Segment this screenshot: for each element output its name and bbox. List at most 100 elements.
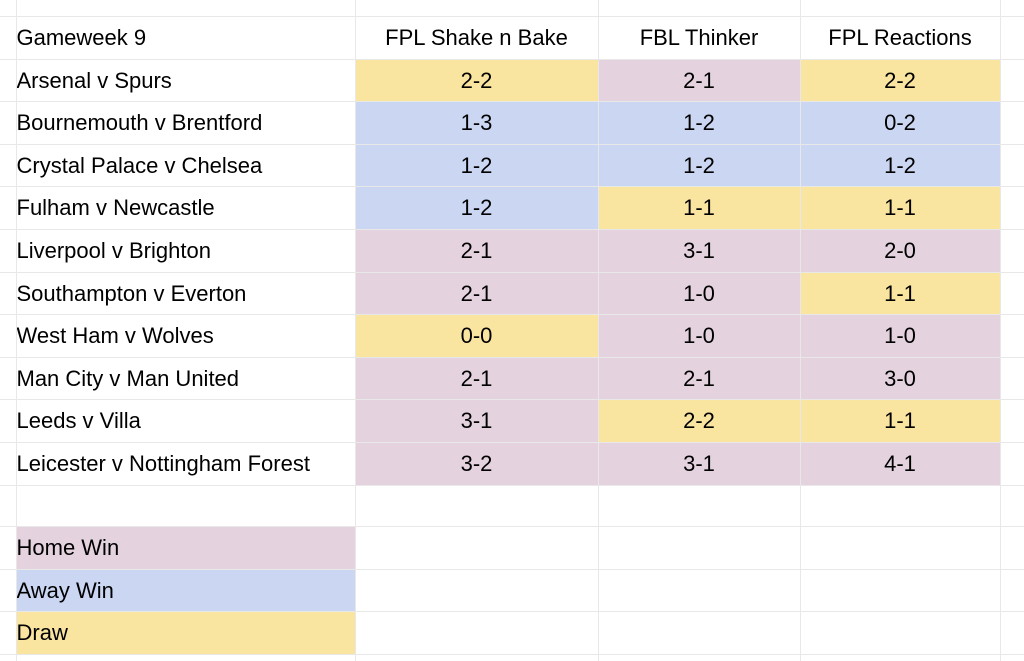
prediction-score-cell[interactable]: 2-1 [355, 272, 599, 316]
table-row: Bournemouth v Brentford 1-3 1-2 0-2 [0, 101, 1024, 145]
fixture-name-cell[interactable]: Liverpool v Brighton [16, 229, 356, 273]
prediction-score-cell[interactable]: 3-1 [598, 229, 801, 273]
row-gutter-cell [0, 314, 17, 358]
prediction-score-cell[interactable]: 2-1 [598, 357, 801, 401]
prediction-score-cell[interactable]: 1-2 [598, 101, 801, 145]
empty-cell[interactable] [355, 654, 599, 661]
empty-cell[interactable] [800, 654, 1001, 661]
row-gutter-cell [0, 272, 17, 316]
fixture-name-cell[interactable]: Arsenal v Spurs [16, 59, 356, 103]
row-gutter-cell [0, 654, 17, 661]
prediction-score-cell[interactable]: 2-1 [355, 357, 599, 401]
prediction-score-cell[interactable]: 2-1 [598, 59, 801, 103]
row-gutter-cell [0, 357, 17, 401]
fixture-name-cell[interactable]: Bournemouth v Brentford [16, 101, 356, 145]
prediction-score-cell[interactable]: 3-2 [355, 442, 599, 486]
table-row: Leicester v Nottingham Forest 3-2 3-1 4-1 [0, 442, 1024, 486]
row-tail-cell [1000, 272, 1024, 316]
row-tail-cell [1000, 442, 1024, 486]
prediction-score-cell[interactable]: 1-0 [800, 314, 1001, 358]
prediction-score-cell[interactable]: 1-1 [800, 272, 1001, 316]
fixture-name-cell[interactable]: Leicester v Nottingham Forest [16, 442, 356, 486]
row-gutter-cell [0, 59, 17, 103]
row-gutter-cell [0, 442, 17, 486]
fixture-name-cell[interactable]: Crystal Palace v Chelsea [16, 144, 356, 188]
prediction-score-cell[interactable]: 1-2 [800, 144, 1001, 188]
row-tail-cell [1000, 144, 1024, 188]
row-tail-cell [1000, 16, 1024, 60]
prediction-score-cell[interactable]: 1-3 [355, 101, 599, 145]
prediction-score-cell[interactable]: 1-0 [598, 314, 801, 358]
row-tail-cell [1000, 569, 1024, 613]
row-tail-cell [1000, 611, 1024, 655]
row-tail-cell [1000, 59, 1024, 103]
prediction-score-cell[interactable]: 3-1 [355, 399, 599, 444]
empty-cell[interactable] [598, 526, 801, 570]
prediction-score-cell[interactable]: 3-1 [598, 442, 801, 486]
legend-swatch-away[interactable]: Away Win [16, 569, 356, 613]
prediction-score-cell[interactable]: 1-2 [355, 144, 599, 188]
legend-row: Draw [0, 611, 1024, 655]
empty-cell[interactable] [355, 569, 599, 613]
prediction-score-cell[interactable]: 1-1 [800, 186, 1001, 231]
empty-cell[interactable] [800, 569, 1001, 613]
prediction-score-cell[interactable]: 2-1 [355, 229, 599, 273]
empty-cell[interactable] [598, 611, 801, 655]
spacer-cell[interactable] [355, 0, 599, 18]
header-gameweek[interactable]: Gameweek 9 [16, 16, 356, 60]
prediction-score-cell[interactable]: 3-0 [800, 357, 1001, 401]
prediction-score-cell[interactable]: 1-2 [355, 186, 599, 231]
spacer-cell[interactable] [16, 0, 356, 18]
fixture-name-cell[interactable]: Man City v Man United [16, 357, 356, 401]
row-tail-cell [1000, 0, 1024, 18]
legend-row: Away Win [0, 569, 1024, 613]
row-gutter-cell [0, 526, 17, 570]
prediction-score-cell[interactable]: 2-2 [355, 59, 599, 103]
empty-cell[interactable] [800, 485, 1001, 528]
prediction-score-cell[interactable]: 0-2 [800, 101, 1001, 145]
empty-cell[interactable] [16, 485, 356, 528]
empty-cell[interactable] [355, 485, 599, 528]
prediction-score-cell[interactable]: 2-0 [800, 229, 1001, 273]
empty-cell[interactable] [800, 611, 1001, 655]
fixture-name-cell[interactable]: Leeds v Villa [16, 399, 356, 444]
row-tail-cell [1000, 485, 1024, 528]
prediction-score-cell[interactable]: 0-0 [355, 314, 599, 358]
header-fpl-reactions[interactable]: FPL Reactions [800, 16, 1001, 60]
prediction-score-cell[interactable]: 1-2 [598, 144, 801, 188]
spacer-cell[interactable] [598, 0, 801, 18]
fixture-name-cell[interactable]: Fulham v Newcastle [16, 186, 356, 231]
prediction-score-cell[interactable]: 1-0 [598, 272, 801, 316]
row-gutter-cell [0, 0, 17, 18]
legend-swatch-draw[interactable]: Draw [16, 611, 356, 655]
empty-cell[interactable] [598, 654, 801, 661]
header-fpl-shake-n-bake[interactable]: FPL Shake n Bake [355, 16, 599, 60]
spacer-row-top [0, 0, 1024, 18]
legend-swatch-home[interactable]: Home Win [16, 526, 356, 570]
prediction-score-cell[interactable]: 4-1 [800, 442, 1001, 486]
prediction-score-cell[interactable]: 1-1 [598, 186, 801, 231]
prediction-score-cell[interactable]: 2-2 [800, 59, 1001, 103]
fixture-name-cell[interactable]: Southampton v Everton [16, 272, 356, 316]
table-header-row: Gameweek 9 FPL Shake n Bake FBL Thinker FPL… [0, 16, 1024, 60]
empty-cell[interactable] [16, 654, 356, 661]
table-row: West Ham v Wolves 0-0 1-0 1-0 [0, 314, 1024, 358]
row-gutter-cell [0, 144, 17, 188]
empty-cell[interactable] [598, 485, 801, 528]
spacer-cell[interactable] [800, 0, 1001, 18]
table-row: Liverpool v Brighton 2-1 3-1 2-0 [0, 229, 1024, 273]
row-gutter-cell [0, 229, 17, 273]
empty-cell[interactable] [355, 611, 599, 655]
row-gutter-cell [0, 611, 17, 655]
prediction-score-cell[interactable]: 1-1 [800, 399, 1001, 444]
header-fbl-thinker[interactable]: FBL Thinker [598, 16, 801, 60]
row-gutter-cell [0, 399, 17, 444]
row-tail-cell [1000, 229, 1024, 273]
empty-cell[interactable] [598, 569, 801, 613]
fixture-name-cell[interactable]: West Ham v Wolves [16, 314, 356, 358]
empty-cell[interactable] [800, 526, 1001, 570]
prediction-score-cell[interactable]: 2-2 [598, 399, 801, 444]
empty-cell[interactable] [355, 526, 599, 570]
